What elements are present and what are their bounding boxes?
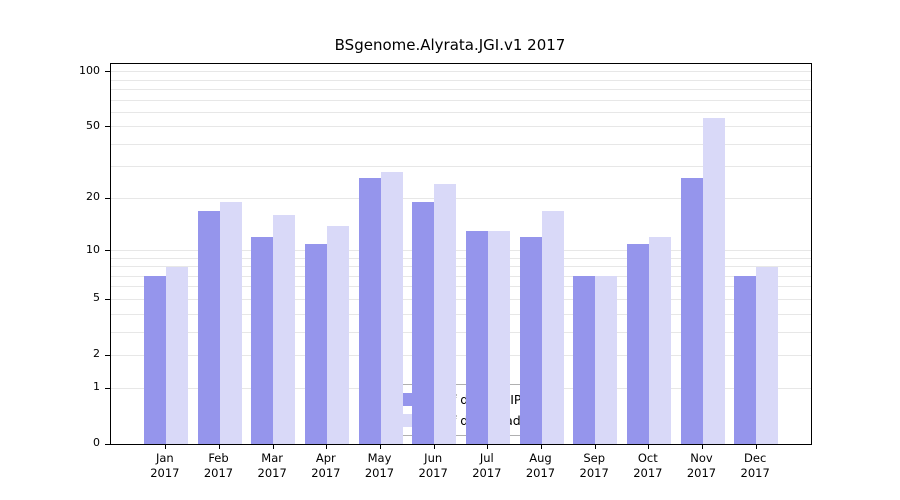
y-tick-label: 20 [86, 190, 100, 204]
bar-distinct-ips-apr [304, 243, 327, 444]
x-tick-mark [380, 445, 381, 449]
gridline [111, 111, 811, 113]
x-tick-mark [755, 445, 757, 449]
x-tick-mark [433, 445, 435, 449]
bar-distinct-ips-jun [412, 202, 435, 444]
gridline [111, 166, 811, 168]
bar-downloads-feb [219, 202, 242, 444]
x-tick-mark [487, 445, 489, 449]
y-tick-mark [105, 354, 110, 356]
y-tick-mark [105, 443, 110, 445]
gridline [111, 275, 811, 277]
x-axis-label-dec: Dec 2017 [740, 451, 770, 480]
y-tick-mark [105, 71, 110, 73]
y-tick-mark [105, 197, 110, 199]
bar-downloads-jul [487, 231, 510, 444]
y-tick-label: 5 [93, 291, 100, 305]
gridline [111, 250, 811, 252]
x-axis-label-sep: Sep 2017 [579, 451, 609, 480]
x-axis-label-oct: Oct 2017 [633, 451, 663, 480]
x-tick-mark [541, 445, 542, 449]
x-tick-mark [272, 445, 274, 449]
gridline [111, 354, 811, 356]
y-tick-label: 2 [93, 347, 100, 361]
gridline [111, 99, 811, 101]
y-tick-mark [105, 250, 110, 252]
x-tick-mark [648, 445, 650, 449]
gridline [111, 298, 811, 300]
y-tick-label: 10 [86, 242, 100, 256]
bar-distinct-ips-mar [251, 237, 274, 444]
x-tick-mark [326, 445, 328, 449]
chart-title: BSgenome.Alyrata.JGI.v1 2017 [334, 36, 566, 54]
bar-downloads-nov [702, 117, 725, 444]
bar-downloads-sep [595, 276, 618, 444]
gridline [111, 331, 811, 333]
gridline [111, 88, 811, 90]
bar-downloads-oct [648, 237, 671, 444]
gridline [111, 79, 811, 81]
gridline [111, 313, 811, 315]
gridline [111, 266, 811, 268]
y-tick-mark [105, 298, 110, 300]
bar-downloads-apr [326, 225, 349, 444]
x-tick-mark [165, 445, 167, 449]
y-tick-mark [105, 387, 110, 389]
bar-downloads-mar [273, 215, 296, 444]
gridline [111, 197, 811, 199]
x-axis-label-may: May 2017 [364, 451, 395, 480]
x-axis-label-jul: Jul 2017 [472, 451, 502, 480]
bar-downloads-aug [541, 210, 564, 444]
bar-downloads-jun [434, 184, 457, 444]
y-tick-label: 0 [93, 436, 100, 449]
bar-distinct-ips-nov [680, 178, 703, 444]
plot-area: Nb of distinct IPs Nb of downloads [105, 63, 812, 449]
bar-distinct-ips-sep [573, 276, 596, 444]
gridline [111, 71, 811, 73]
bar-distinct-ips-dec [734, 276, 757, 444]
x-axis-label-jan: Jan 2017 [150, 451, 180, 480]
gridline [111, 286, 811, 288]
x-axis-label-apr: Apr 2017 [311, 451, 341, 480]
x-axis-label-aug: Aug 2017 [525, 451, 556, 480]
x-axis-label-nov: Nov 2017 [686, 451, 717, 480]
bar-distinct-ips-jan [143, 276, 166, 444]
bar-distinct-ips-oct [626, 243, 649, 444]
bar-downloads-jan [165, 266, 188, 444]
gridline [111, 257, 811, 259]
y-tick-label: 1 [93, 380, 100, 394]
bar-distinct-ips-feb [197, 210, 220, 444]
x-axis-label-feb: Feb 2017 [203, 451, 234, 480]
x-axis-label-mar: Mar 2017 [257, 451, 287, 480]
x-tick-mark [702, 445, 703, 449]
y-tick-label: 100 [79, 63, 100, 77]
y-tick-label: 50 [86, 118, 100, 132]
bar-downloads-may [380, 172, 403, 444]
bar-distinct-ips-jul [465, 231, 488, 444]
x-tick-mark [219, 445, 220, 449]
y-tick-mark [105, 126, 110, 128]
gridline [111, 143, 811, 145]
x-tick-mark [594, 445, 596, 449]
bar-distinct-ips-may [358, 178, 381, 444]
gridline [111, 126, 811, 128]
bar-distinct-ips-aug [519, 237, 542, 444]
x-axis-label-jun: Jun 2017 [418, 451, 448, 480]
bar-downloads-dec [756, 266, 779, 444]
